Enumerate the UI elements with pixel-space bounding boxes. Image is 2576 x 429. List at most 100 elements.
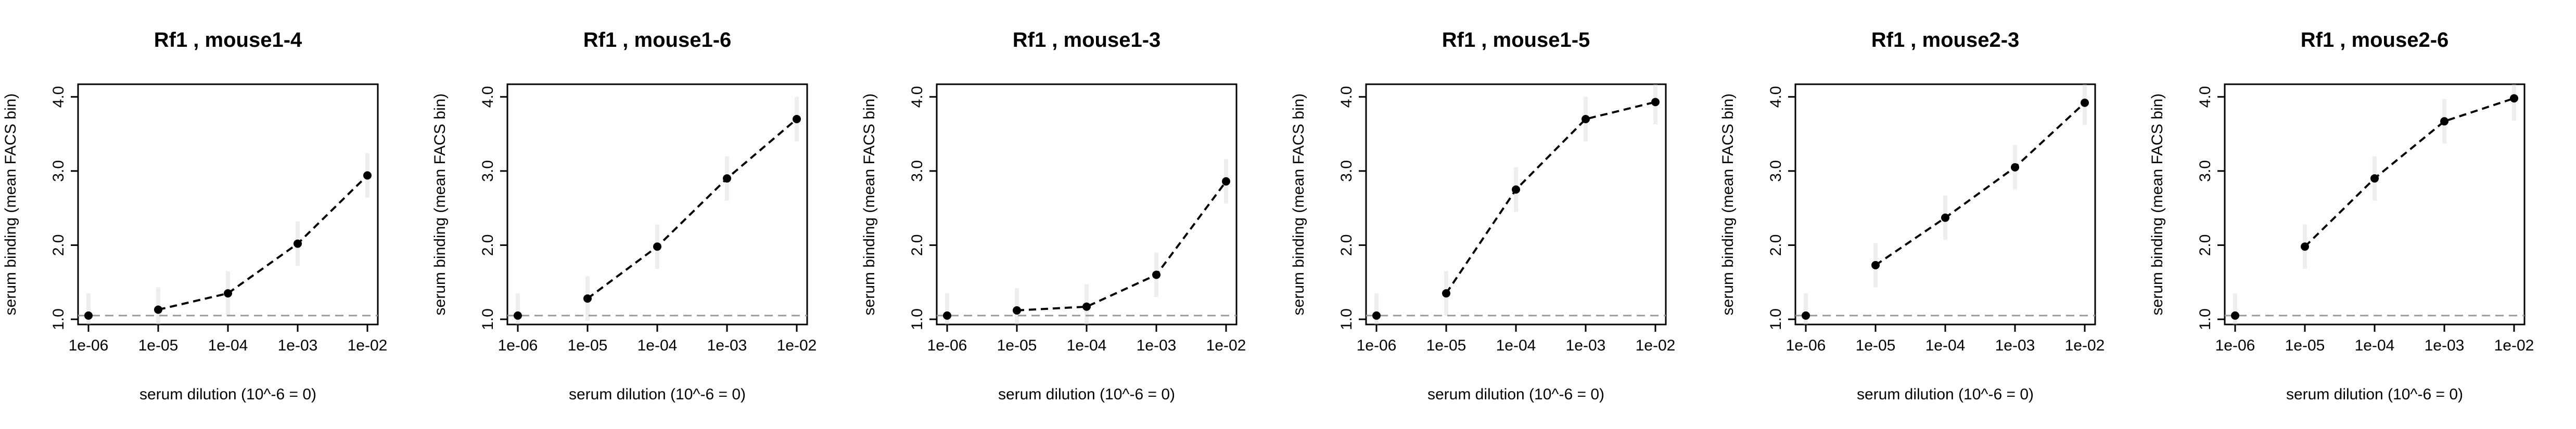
x-tick-label: 1e-03 xyxy=(278,337,318,354)
y-tick-label: 1.0 xyxy=(1338,308,1355,330)
data-point xyxy=(154,305,162,314)
data-point xyxy=(2440,117,2449,126)
plot-frame xyxy=(506,83,808,326)
data-point xyxy=(84,311,93,320)
series-line xyxy=(158,174,368,311)
x-tick-label: 1e-03 xyxy=(707,337,747,354)
x-tick-label: 1e-03 xyxy=(1566,337,1606,354)
y-tick-label: 1.0 xyxy=(909,308,926,330)
y-tick-label: 2.0 xyxy=(1338,235,1355,256)
data-point xyxy=(723,174,731,183)
data-point xyxy=(1372,311,1381,320)
panel-title: Rf1 , mouse2-6 xyxy=(2301,29,2449,51)
x-tick-label: 1e-02 xyxy=(2494,337,2534,354)
x-tick-label: 1e-05 xyxy=(1426,337,1466,354)
x-axis-label: serum dilution (10^-6 = 0) xyxy=(1427,386,1604,403)
data-point xyxy=(943,311,951,320)
y-tick-label: 3.0 xyxy=(479,160,496,182)
y-tick-label: 4.0 xyxy=(479,86,496,108)
chart-panel-2: 1e-06 1e-05 1e-04 1e-03 1e-02 1.0 2.0 3.0 4.0 Rf1… xyxy=(431,29,817,403)
y-tick-label: 4.0 xyxy=(1767,86,1784,108)
x-tick-label: 1e-04 xyxy=(1496,337,1536,354)
y-axis-label: serum binding (mean FACS bin) xyxy=(1290,94,1307,316)
x-tick-label: 1e-05 xyxy=(997,337,1037,354)
x-tick-label: 1e-06 xyxy=(69,337,109,354)
panel-title: Rf1 , mouse1-5 xyxy=(1442,29,1590,51)
series-line xyxy=(1016,180,1227,311)
data-point xyxy=(514,311,522,320)
sample-streak xyxy=(516,293,520,324)
y-tick-label: 4.0 xyxy=(2197,86,2214,108)
data-point xyxy=(2301,242,2309,251)
y-tick-label: 1.0 xyxy=(479,308,496,330)
data-point xyxy=(224,289,232,298)
data-point xyxy=(1442,289,1450,298)
data-point xyxy=(1512,185,1520,194)
y-axis-label: serum binding (mean FACS bin) xyxy=(2,94,19,316)
x-tick-label: 1e-03 xyxy=(1995,337,2035,354)
sample-streak xyxy=(86,293,91,324)
y-tick-label: 1.0 xyxy=(2197,308,2214,330)
y-axis-label: serum binding (mean FACS bin) xyxy=(861,94,878,316)
y-tick-label: 3.0 xyxy=(1338,160,1355,182)
data-point xyxy=(294,239,302,248)
y-tick-label: 2.0 xyxy=(2197,235,2214,256)
x-tick-label: 1e-04 xyxy=(1067,337,1107,354)
y-tick-label: 3.0 xyxy=(50,160,67,182)
chart-panel-6: 1e-06 1e-05 1e-04 1e-03 1e-02 1.0 2.0 3.0 4.0 Rf1… xyxy=(2149,29,2534,403)
x-tick-label: 1e-05 xyxy=(1856,337,1896,354)
x-tick-label: 1e-06 xyxy=(1786,337,1826,354)
y-tick-label: 1.0 xyxy=(1767,308,1784,330)
data-point xyxy=(2081,98,2089,107)
sample-streak xyxy=(945,293,949,324)
x-tick-label: 1e-03 xyxy=(1137,337,1177,354)
data-point xyxy=(1651,98,1660,107)
x-tick-label: 1e-04 xyxy=(1925,337,1966,354)
x-tick-label: 1e-02 xyxy=(1636,337,1676,354)
series-line xyxy=(1445,101,1656,294)
x-axis-label: serum dilution (10^-6 = 0) xyxy=(139,386,316,403)
data-point xyxy=(2231,311,2239,320)
x-tick-label: 1e-06 xyxy=(2215,337,2255,354)
sample-streak xyxy=(1374,293,1379,324)
x-tick-label: 1e-02 xyxy=(1206,337,1246,354)
panel-title: Rf1 , mouse1-6 xyxy=(583,29,732,51)
data-point xyxy=(1582,115,1590,124)
data-point xyxy=(1152,270,1161,279)
chart-panel-4: 1e-06 1e-05 1e-04 1e-03 1e-02 1.0 2.0 3.0 4.0 Rf1… xyxy=(1290,29,1675,403)
sample-streak xyxy=(1804,293,1808,324)
y-axis-label: serum binding (mean FACS bin) xyxy=(431,94,449,316)
data-point xyxy=(363,171,372,180)
y-tick-label: 4.0 xyxy=(1338,86,1355,108)
panel-title: Rf1 , mouse2-3 xyxy=(1871,29,2020,51)
x-axis-label: serum dilution (10^-6 = 0) xyxy=(2286,386,2463,403)
y-tick-label: 3.0 xyxy=(909,160,926,182)
data-point xyxy=(2510,94,2518,103)
x-tick-label: 1e-05 xyxy=(568,337,608,354)
data-point xyxy=(653,242,661,251)
series-line xyxy=(2304,97,2515,248)
panel-title: Rf1 , mouse1-3 xyxy=(1013,29,1161,51)
plot-frame xyxy=(2224,83,2526,326)
data-point xyxy=(1941,213,1949,222)
x-axis-label: serum dilution (10^-6 = 0) xyxy=(998,386,1175,403)
y-axis-label: serum binding (mean FACS bin) xyxy=(2149,94,2166,316)
data-point xyxy=(2370,174,2379,183)
y-tick-label: 2.0 xyxy=(50,235,67,256)
y-tick-label: 4.0 xyxy=(909,86,926,108)
x-tick-label: 1e-05 xyxy=(138,337,178,354)
x-tick-label: 1e-02 xyxy=(348,337,388,354)
x-axis-label: serum dilution (10^-6 = 0) xyxy=(1857,386,2034,403)
data-point xyxy=(793,115,801,124)
data-point xyxy=(2011,163,2019,172)
panel-title: Rf1 , mouse1-4 xyxy=(154,29,302,51)
x-tick-label: 1e-02 xyxy=(2065,337,2105,354)
x-tick-label: 1e-06 xyxy=(1357,337,1397,354)
data-point xyxy=(1871,261,1880,269)
x-tick-label: 1e-04 xyxy=(2355,337,2395,354)
sample-streak xyxy=(2233,293,2237,324)
data-point xyxy=(1802,311,1810,320)
x-axis-label: serum dilution (10^-6 = 0) xyxy=(569,386,746,403)
series-line xyxy=(1874,102,2086,266)
